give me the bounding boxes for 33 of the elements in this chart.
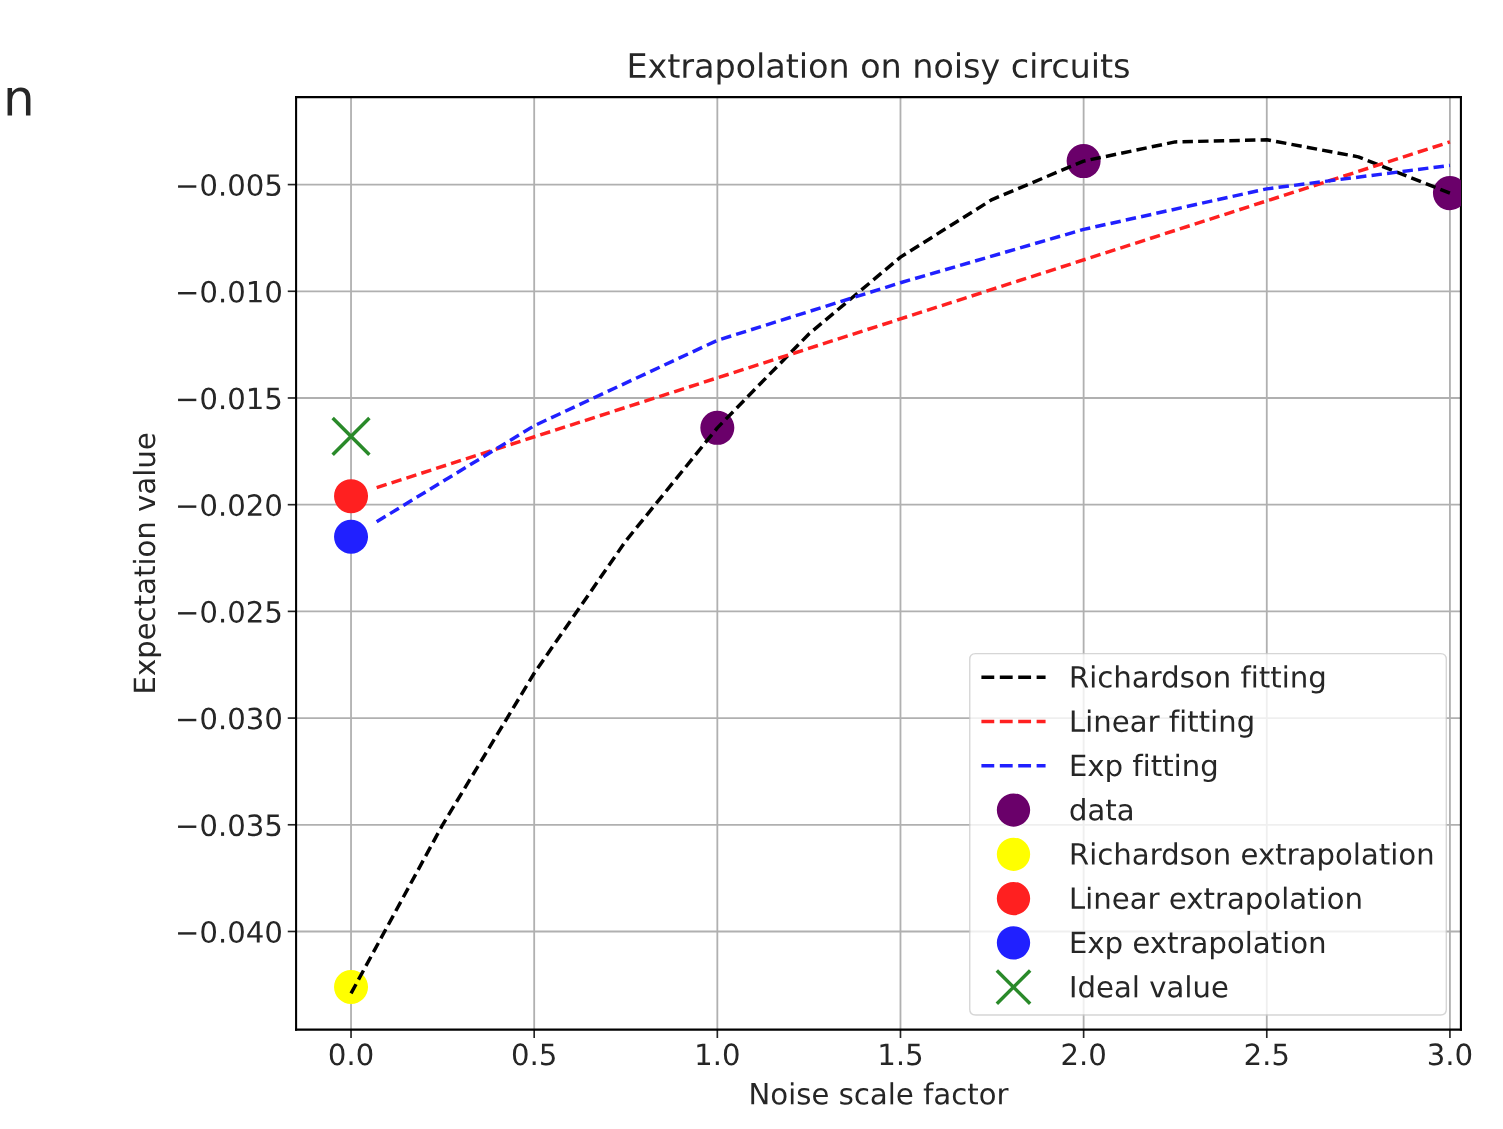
x-tick-label: 3.0	[1428, 1043, 1472, 1066]
point	[700, 410, 735, 445]
y-tick-label: −0.040	[178, 920, 281, 943]
point	[1066, 144, 1101, 179]
legend-label: Ideal value	[1071, 975, 1228, 998]
text: n	[7, 87, 31, 116]
point	[330, 416, 372, 457]
chart-title: Extrapolation on noisy circuits	[629, 52, 1129, 85]
y-tick-label: −0.020	[178, 494, 281, 517]
legend-label: Exp extrapolation	[1071, 930, 1325, 960]
y-tick-label: −0.010	[178, 280, 281, 303]
legend-label: Exp fitting	[1071, 753, 1217, 783]
point	[334, 969, 369, 1004]
y-tick-label: −0.015	[178, 387, 281, 410]
point	[334, 519, 369, 554]
legend-label: data	[1070, 798, 1132, 821]
y-tick-label: −0.035	[178, 814, 281, 837]
legend-label: Linear extrapolation	[1071, 886, 1361, 915]
x-tick-label: 0.0	[329, 1043, 373, 1066]
x-tick-label: 2.5	[1245, 1043, 1288, 1066]
x-tick-label: 0.5	[512, 1043, 555, 1066]
x-tick-label: 2.0	[1062, 1043, 1105, 1066]
legend-label: Linear fitting	[1071, 709, 1253, 738]
x-axis-title: Noise scale factor	[751, 1082, 1009, 1105]
y-tick-label: −0.025	[178, 600, 281, 623]
legend-label: Richardson fitting	[1071, 665, 1325, 694]
point	[334, 479, 369, 514]
y-tick-label: −0.030	[178, 707, 281, 730]
x-tick-label: 1.5	[880, 1043, 922, 1066]
x-tick-label: 1.0	[697, 1043, 739, 1066]
legend-label: Richardson extrapolation	[1071, 842, 1433, 871]
y-tick-label: −0.005	[178, 174, 281, 197]
y-axis-title: Expectation value	[132, 433, 162, 692]
